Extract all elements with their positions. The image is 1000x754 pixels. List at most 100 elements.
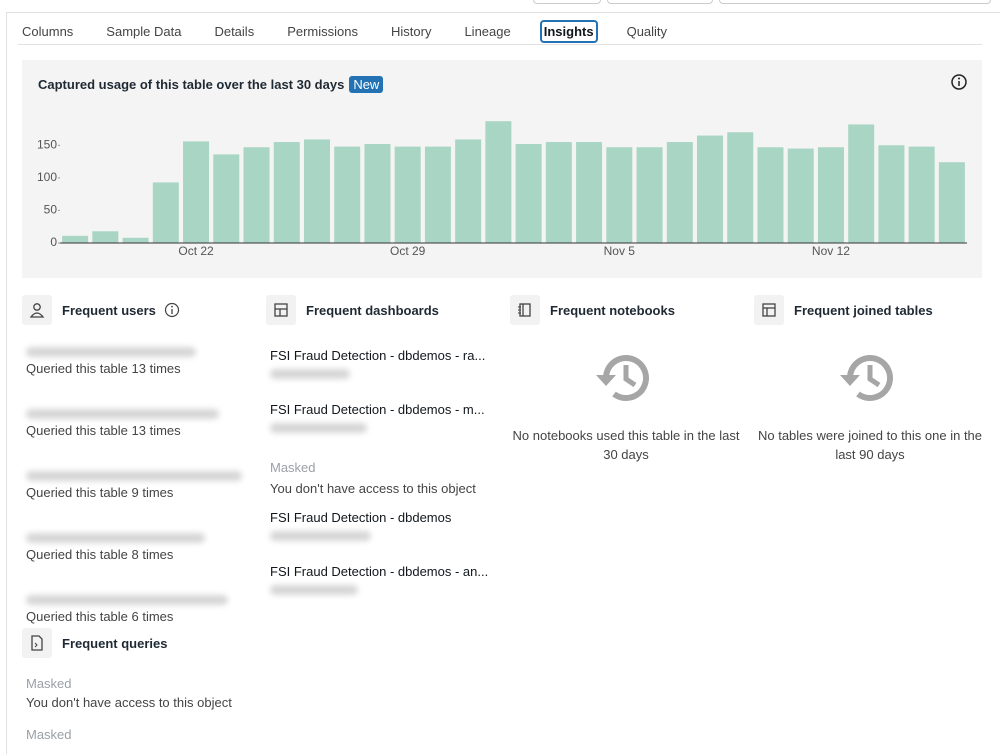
blurred-user [26, 471, 242, 481]
frequent-queries: Frequent queries Masked You don't have acc… [22, 628, 257, 742]
info-icon[interactable] [164, 302, 180, 318]
dashboard-link[interactable]: FSI Fraud Detection - dbdemos - an... [270, 564, 489, 579]
bar [122, 237, 149, 243]
blurred-owner [270, 423, 367, 433]
bar [697, 135, 724, 243]
section-header: Frequent notebooks [510, 295, 750, 325]
chart-header: Captured usage of this table over the la… [38, 76, 384, 93]
y-tick-label: 150 [37, 137, 57, 151]
empty-state-text: No notebooks used this table in the last… [512, 428, 740, 462]
masked-label: Masked [26, 676, 72, 691]
blurred-user [26, 533, 205, 543]
bar [243, 147, 270, 243]
frequent-dashboards: Frequent dashboards FSI Fraud Detection -… [266, 295, 501, 615]
bar [908, 146, 935, 243]
empty-state-icon [838, 348, 902, 408]
blurred-owner [270, 369, 350, 379]
masked-label: Masked [26, 727, 72, 742]
blurred-owner [270, 531, 371, 541]
y-tick-label: 100 [37, 170, 57, 184]
section-title: Frequent users [62, 302, 156, 318]
blurred-owner [270, 585, 358, 595]
section-title: Frequent queries [62, 635, 168, 651]
user-usage: Queried this table 8 times [26, 547, 174, 562]
section-title: Frequent notebooks [550, 302, 675, 318]
bar [757, 147, 784, 243]
bar [787, 148, 814, 243]
tab[interactable]: History [391, 24, 432, 39]
bar [545, 142, 572, 243]
x-tick-label: Nov 5 [604, 244, 636, 258]
bar [183, 141, 210, 243]
bar [666, 142, 693, 243]
x-tick-label: Oct 22 [178, 244, 214, 258]
section-title: Frequent joined tables [794, 302, 933, 318]
y-tick-label: 50 [44, 203, 58, 217]
section-icon [266, 295, 296, 325]
badge: New [349, 76, 384, 93]
section-title: Frequent dashboards [306, 302, 439, 318]
divider [6, 12, 1000, 13]
tab[interactable]: Columns [22, 24, 74, 39]
tab[interactable]: Sample Data [106, 24, 182, 39]
bar [364, 144, 391, 243]
bar [424, 146, 451, 243]
bar [334, 146, 361, 243]
masked-note: You don't have access to this object [26, 695, 232, 710]
bar [455, 139, 482, 243]
bar [152, 182, 179, 243]
sidebar-border [6, 12, 7, 754]
blurred-user [26, 595, 228, 605]
tab[interactable]: Lineage [464, 24, 511, 39]
bar [606, 147, 633, 243]
bar [485, 121, 512, 243]
dashboard-link[interactable]: FSI Fraud Detection - dbdemos [270, 510, 452, 525]
user-usage: Queried this table 13 times [26, 423, 181, 438]
masked-note: You don't have access to this object [270, 481, 476, 496]
section-icon [22, 295, 52, 325]
bar [394, 146, 421, 243]
section-icon [510, 295, 540, 325]
dashboard-item: FSI Fraud Detection - dbdemos - m... [270, 399, 501, 453]
frequent-notebooks: Frequent notebooks No notebooks used this… [510, 295, 750, 464]
bar [576, 142, 603, 243]
empty-state-icon [594, 348, 658, 408]
blurred-user [26, 347, 196, 357]
dashboard-link[interactable]: FSI Fraud Detection - dbdemos - m... [270, 402, 485, 417]
bar [878, 145, 905, 243]
tab[interactable]: Insights [539, 20, 598, 43]
dashboard-item: FSI Fraud Detection - dbdemos - an... [270, 561, 501, 615]
dashboard-item: Masked You don't have access to this obje… [270, 453, 501, 507]
dashboard-item: FSI Fraud Detection - dbdemos [270, 507, 501, 561]
masked-label: Masked [270, 460, 316, 475]
frequent-joined-tables: Frequent joined tables No tables were joi… [754, 295, 994, 464]
frequent-users: Frequent users Queried this table 13 time… [22, 295, 257, 635]
bar [817, 147, 844, 243]
dashboard-link[interactable]: FSI Fraud Detection - dbdemos - ra... [270, 348, 486, 363]
section-icon [22, 628, 52, 658]
bar [303, 139, 330, 243]
tab-bar: Columns Sample Data Details Permissions Hist… [18, 20, 671, 43]
section-icon [754, 295, 784, 325]
y-tick-label: 0 [50, 235, 57, 249]
tab[interactable]: Permissions [287, 24, 358, 39]
bar [515, 144, 542, 243]
bar [938, 162, 965, 243]
section-header: Frequent joined tables [754, 295, 994, 325]
divider [18, 44, 982, 45]
section-header: Frequent dashboards [266, 295, 501, 325]
bar [62, 235, 89, 243]
user-usage: Queried this table 6 times [26, 609, 174, 624]
blurred-user [26, 409, 219, 419]
info-icon[interactable] [950, 73, 968, 91]
chart: 0 50 100 150 Oct 22 Oct 29 Nov 5 Nov 12 [37, 121, 967, 258]
chart-title: Captured usage of this table over the la… [38, 77, 345, 92]
bar [636, 147, 663, 243]
tab[interactable]: Quality [626, 24, 668, 39]
tab[interactable]: Details [214, 24, 255, 39]
user-usage: Queried this table 9 times [26, 485, 174, 500]
bar [273, 142, 300, 243]
x-tick-label: Nov 12 [812, 244, 850, 258]
bar [213, 154, 240, 243]
